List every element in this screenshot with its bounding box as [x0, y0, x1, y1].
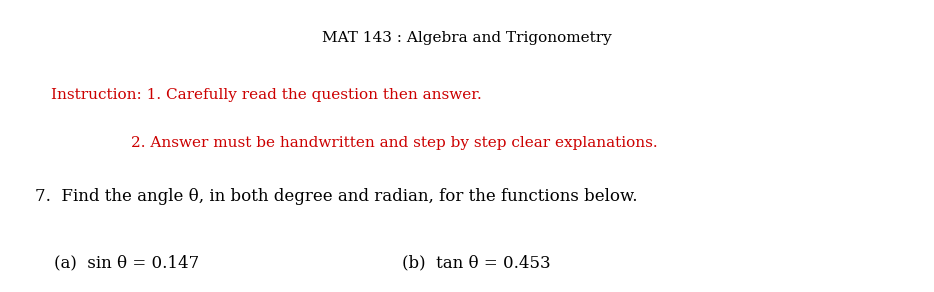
Text: (b)  tan θ = 0.453: (b) tan θ = 0.453	[402, 254, 550, 271]
Text: Instruction: 1. Carefully read the question then answer.: Instruction: 1. Carefully read the quest…	[51, 88, 482, 102]
Text: MAT 143 : Algebra and Trigonometry: MAT 143 : Algebra and Trigonometry	[322, 31, 612, 45]
Text: 7.  Find the angle θ, in both degree and radian, for the functions below.: 7. Find the angle θ, in both degree and …	[35, 188, 638, 205]
Text: 2. Answer must be handwritten and step by step clear explanations.: 2. Answer must be handwritten and step b…	[131, 136, 658, 150]
Text: (a)  sin θ = 0.147: (a) sin θ = 0.147	[54, 254, 200, 271]
